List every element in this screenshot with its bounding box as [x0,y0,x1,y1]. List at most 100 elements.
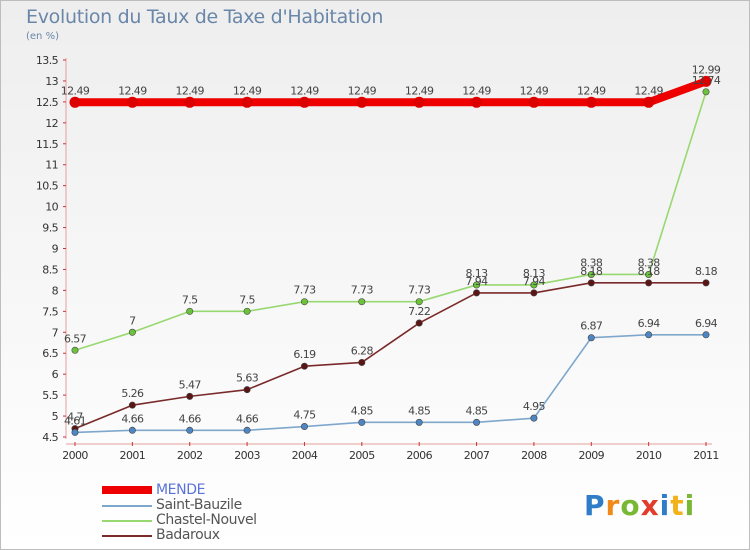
data-label-badaroux: 6.28 [351,344,374,357]
y-tick-label: 8 [52,284,59,297]
data-point-mende [585,96,597,108]
legend-item-badaroux: Badaroux [102,527,322,544]
y-tick-label: 12 [45,117,58,130]
data-label-mende: 12.49 [175,84,204,97]
x-tick-label: 2011 [693,449,719,462]
data-label-saint-bauzile: 4.66 [179,412,202,425]
data-label-badaroux: 5.63 [236,372,259,385]
data-label-saint-bauzile: 4.66 [121,412,144,425]
data-label-saint-bauzile: 4.95 [523,400,546,413]
y-tick-label: 11 [45,159,58,172]
legend-label-saint-bauzile: Saint-Bauzile [156,497,242,513]
x-tick-label: 2000 [62,449,88,462]
data-label-chastel-nouvel: 7.5 [182,293,198,306]
y-tick-label: 9 [52,243,59,256]
data-point-chastel-nouvel [645,270,653,278]
y-tick-label: 13 [45,75,58,88]
y-tick-label: 8.5 [42,263,58,276]
y-tick-label: 10.5 [36,180,59,193]
data-point-badaroux [473,289,481,297]
x-tick-label: 2005 [349,449,375,462]
data-label-mende: 12.49 [233,84,262,97]
data-point-saint-bauzile [645,331,653,339]
data-point-saint-bauzile [473,418,481,426]
logo-letter: P [584,489,606,522]
y-tick-label: 6 [52,368,59,381]
y-tick-label: 7 [52,326,59,339]
legend-swatch-saint-bauzile [102,505,152,507]
data-label-saint-bauzile: 4.85 [351,404,374,417]
data-label-saint-bauzile: 6.87 [580,320,603,333]
data-point-chastel-nouvel [243,307,251,315]
data-point-badaroux [415,319,423,327]
x-tick-label: 2010 [636,449,662,462]
logo-letter: r [605,489,621,522]
data-point-chastel-nouvel [587,270,595,278]
data-label-chastel-nouvel: 8.13 [465,267,488,280]
legend-label-badaroux: Badaroux [156,527,220,543]
legend-label-chastel-nouvel: Chastel-Nouvel [156,512,257,528]
x-tick-label: 2008 [521,449,547,462]
data-label-mende: 12.49 [290,84,319,97]
data-point-saint-bauzile [300,423,308,431]
x-tick-label: 2002 [177,449,203,462]
data-point-chastel-nouvel [358,298,366,306]
data-label-badaroux: 4.7 [67,411,83,424]
data-point-mende [69,96,81,108]
data-point-chastel-nouvel [300,298,308,306]
logo-letter: x [640,489,660,522]
data-label-saint-bauzile: 4.85 [408,404,431,417]
data-point-badaroux [645,279,653,287]
data-point-badaroux [186,392,194,400]
data-point-badaroux [300,362,308,370]
data-point-chastel-nouvel [530,281,538,289]
proxiti-logo: Proxiti [584,489,695,522]
data-label-saint-bauzile: 4.66 [236,412,259,425]
data-label-badaroux: 8.18 [580,265,603,278]
y-tick-label: 9.5 [42,222,58,235]
series-line-badaroux [74,282,707,430]
data-label-badaroux: 5.47 [179,378,202,391]
data-point-mende [643,96,655,108]
data-point-saint-bauzile [71,428,79,436]
data-point-mende [356,96,368,108]
data-label-chastel-nouvel: 12.74 [692,74,721,87]
data-point-mende [241,96,253,108]
y-tick-label: 5 [52,410,59,423]
data-label-chastel-nouvel: 7.73 [408,284,431,297]
data-label-chastel-nouvel: 8.38 [580,256,603,269]
data-point-mende [184,96,196,108]
data-point-badaroux [530,289,538,297]
x-tick-label: 2004 [292,449,318,462]
data-point-badaroux [358,358,366,366]
data-point-chastel-nouvel [702,88,710,96]
legend-item-mende: MENDE [102,482,322,499]
logo-letter: i [684,489,696,522]
data-label-badaroux: 8.18 [638,265,661,278]
data-point-saint-bauzile [358,418,366,426]
y-tick-label: 13.5 [36,54,59,67]
y-tick-label: 11.5 [36,138,59,151]
data-label-mende: 12.49 [634,84,663,97]
data-label-saint-bauzile: 4.61 [64,414,86,427]
data-label-saint-bauzile: 6.94 [695,317,718,330]
logo-letter: i [659,489,671,522]
y-tick-label: 5.5 [42,389,58,402]
data-label-mende: 12.99 [692,63,721,76]
data-point-badaroux [587,279,595,287]
data-label-mende: 12.49 [61,84,90,97]
data-point-saint-bauzile [702,331,710,339]
data-label-mende: 12.49 [577,84,606,97]
data-label-mende: 12.49 [520,84,549,97]
legend-swatch-mende [102,486,152,494]
legend-swatch-badaroux [102,535,152,537]
x-tick-label: 2009 [578,449,604,462]
data-point-chastel-nouvel [415,298,423,306]
y-tick-label: 12.5 [36,96,59,109]
series-layer [69,75,712,436]
legend-label-mende: MENDE [156,482,206,498]
chart-title: Evolution du Taux de Taxe d'Habitation [26,6,384,28]
data-label-chastel-nouvel: 7.73 [293,284,316,297]
data-label-badaroux: 6.19 [293,348,316,361]
